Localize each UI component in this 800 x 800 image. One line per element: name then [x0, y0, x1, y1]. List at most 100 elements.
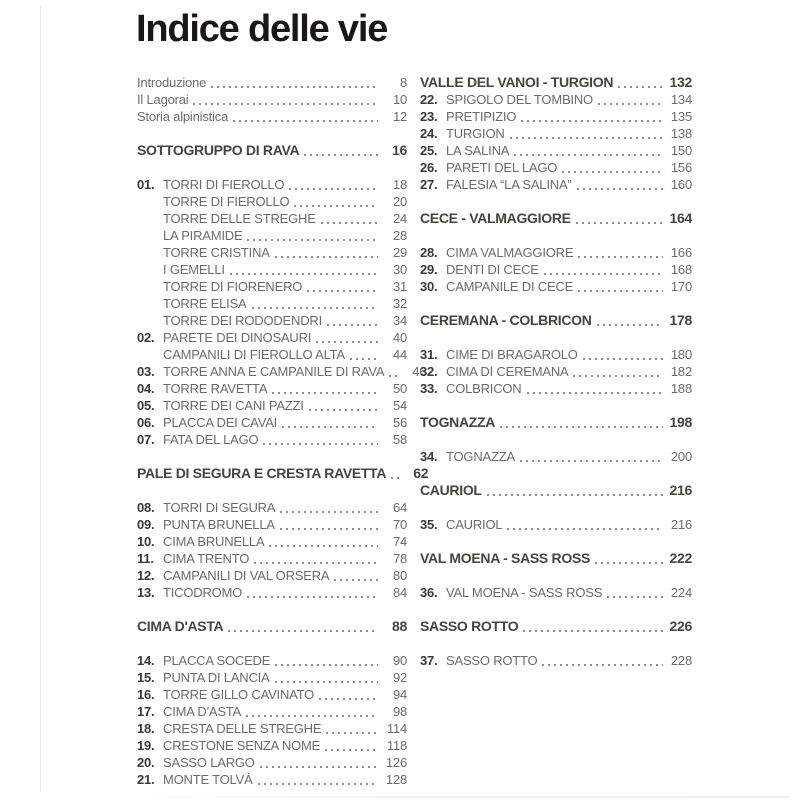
- page-edge-line: [40, 6, 41, 792]
- section-header-page: 226: [669, 618, 693, 634]
- toc-entry-number: 04.: [137, 381, 155, 396]
- toc-entry-number: 29.: [420, 262, 438, 277]
- toc-entry-label: TORRE DEI CANI PAZZI: [163, 398, 304, 413]
- toc-entry-label: FALESIA “LA SALINA”: [446, 177, 572, 192]
- toc-entry: TORRE DELLE STREGHE 24: [137, 210, 407, 227]
- toc-entry: 36. VAL MOENA - SASS ROSS 224: [420, 584, 692, 601]
- section-header-label: TOGNAZZA: [420, 414, 496, 430]
- toc-group: 14. PLACCA SOCEDE 90 15. PUNTA DI LANCIA 92 16…: [137, 652, 407, 788]
- section-header-label: CIMA D'ASTA: [137, 618, 224, 634]
- toc-group: 34. TOGNAZZA 200: [420, 448, 692, 465]
- dot-leader: [228, 630, 378, 632]
- toc-entry-page: 126: [385, 755, 407, 770]
- dot-leader: [514, 154, 663, 156]
- toc-entry-label: SASSO ROTTO: [446, 653, 538, 668]
- toc-entry-page: 134: [670, 92, 692, 107]
- section-header-page: 216: [669, 482, 693, 498]
- toc-group: CECE - VALMAGGIORE 164: [420, 210, 692, 227]
- dot-leader: [320, 222, 378, 224]
- dot-leader: [582, 358, 663, 360]
- dot-leader: [327, 324, 378, 326]
- toc-entry: 12. CAMPANILI DI VAL ORSERA 80: [137, 567, 407, 584]
- dot-leader: [308, 409, 378, 411]
- toc-entry: I GEMELLI 30: [137, 261, 407, 278]
- toc-entry-page: 64: [392, 500, 407, 515]
- toc-entry-label: PRETIPIZIO: [446, 109, 517, 124]
- dot-leader: [325, 749, 378, 751]
- toc-entry: TORRE CRISTINA 29: [137, 244, 407, 261]
- toc-entry-label: TURGION: [446, 126, 505, 141]
- toc-entry-page: 8: [399, 75, 407, 90]
- dot-leader: [307, 290, 378, 292]
- dot-leader: [526, 392, 663, 394]
- toc-group: CEREMANA - COLBRICON 178: [420, 312, 692, 329]
- toc-entry-page: 200: [670, 449, 692, 464]
- toc-entry-page: 170: [670, 279, 692, 294]
- toc-entry-page: 50: [392, 381, 407, 396]
- toc-entry-page: 24: [392, 211, 407, 226]
- toc-entry-page: 74: [392, 534, 407, 549]
- dot-leader: [326, 732, 378, 734]
- toc-entry-page: 20: [392, 194, 407, 209]
- section-header-page: 222: [669, 550, 693, 566]
- dot-leader: [618, 86, 663, 88]
- toc-entry-label: TORRE ANNA E CAMPANILE DI RAVA: [163, 364, 385, 379]
- toc-entry-label: CRESTA DELLE STREGHE: [163, 721, 322, 736]
- toc-entry-label: PUNTA DI LANCIA: [163, 670, 270, 685]
- dot-leader: [251, 307, 378, 309]
- toc-entry: TORRE ELISA 32: [137, 295, 407, 312]
- toc-entry-label: TORRE DELLE STREGHE: [163, 211, 316, 226]
- toc-group: SOTTOGRUPPO DI RAVA 16: [137, 142, 407, 159]
- toc-entry-label: CIMA TRENTO: [163, 551, 250, 566]
- toc-entry-label: SASSO LARGO: [163, 755, 255, 770]
- toc-entry: 10. CIMA BRUNELLA 74: [137, 533, 407, 550]
- toc-entry-number: 33.: [420, 381, 438, 396]
- dot-leader: [597, 103, 663, 105]
- dot-leader: [304, 154, 378, 156]
- toc-entry-label: TOGNAZZA: [446, 449, 515, 464]
- section-header-label: VAL MOENA - SASS ROSS: [420, 550, 591, 566]
- toc-entry-page: 10: [392, 92, 407, 107]
- dot-leader: [575, 222, 663, 224]
- dot-leader: [519, 460, 663, 462]
- toc-entry-page: 98: [392, 704, 407, 719]
- dot-leader: [576, 188, 663, 190]
- toc-left-column: Introduzione 8 Il Lagorai 10 Storia alpinist…: [137, 74, 429, 800]
- toc-entry-page: 182: [670, 364, 692, 379]
- dot-leader: [274, 681, 378, 683]
- page-title: Indice delle vie: [136, 8, 388, 50]
- toc-entry-page: 150: [670, 143, 692, 158]
- dot-leader: [573, 375, 663, 377]
- dot-leader: [486, 494, 663, 496]
- toc-group: VALLE DEL VANOI - TURGION 132 22. SPIGOLO D…: [420, 74, 692, 193]
- section-header-label: PALE DI SEGURA E CRESTA RAVETTA: [137, 465, 387, 481]
- toc-entry-label: Storia alpinistica: [137, 109, 229, 124]
- toc-entry-label: PUNTA BRUNELLA: [163, 517, 275, 532]
- toc-entry: 29. DENTI DI CECE 168: [420, 261, 692, 278]
- toc-entry: 03. TORRE ANNA E CAMPANILE DI RAVA 46: [137, 363, 427, 380]
- toc-entry: 05. TORRE DEI CANI PAZZI 54: [137, 397, 407, 414]
- toc-entry-page: 92: [392, 670, 407, 685]
- dot-leader: [509, 137, 663, 139]
- toc-entry-label: COLBRICON: [446, 381, 522, 396]
- dot-leader: [523, 630, 663, 632]
- toc-entry-page: 31: [392, 279, 407, 294]
- section-header-page: 88: [392, 618, 407, 634]
- toc-entry-number: 22.: [420, 92, 438, 107]
- toc-entry: 16. TORRE GILLO CAVINATO 94: [137, 686, 407, 703]
- section-header-label: SOTTOGRUPPO DI RAVA: [137, 142, 300, 158]
- toc-entry: 30. CAMPANILE DI CECE 170: [420, 278, 692, 295]
- page-edge-shadow: [120, 796, 790, 798]
- dot-leader: [562, 171, 663, 173]
- toc-entry-page: 12: [392, 109, 407, 124]
- toc-entry-number: 25.: [420, 143, 438, 158]
- toc-entry-label: TORRE GILLO CAVINATO: [163, 687, 315, 702]
- toc-entry-label: CAMPANILI DI FIEROLLO ALTA: [163, 347, 345, 362]
- toc-entry-number: 30.: [420, 279, 438, 294]
- toc-entry-page: 70: [392, 517, 407, 532]
- toc-entry: 15. PUNTA DI LANCIA 92: [137, 669, 407, 686]
- toc-entry-page: 166: [670, 245, 692, 260]
- toc-entry: 31. CIME DI BRAGAROLO 180: [420, 346, 692, 363]
- toc-entry-number: 35.: [420, 517, 438, 532]
- toc-entry-label: PARETI DEL LAGO: [446, 160, 558, 175]
